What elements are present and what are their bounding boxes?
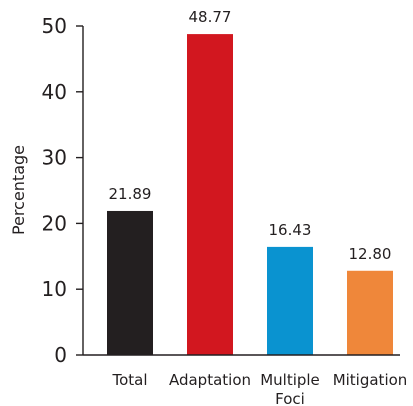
bars	[107, 34, 393, 356]
category-label: Multiple	[260, 371, 320, 389]
data-label: 48.77	[189, 8, 232, 26]
y-tick-label: 30	[42, 146, 67, 170]
data-label: 12.80	[349, 245, 392, 263]
data-labels: 21.89 48.77 16.43 12.80	[109, 8, 392, 263]
bar	[267, 246, 313, 355]
y-tick-label: 10	[42, 277, 67, 301]
y-axis-title: Percentage	[9, 145, 28, 235]
category-label: Mitigation	[333, 371, 408, 389]
y-tick-label: 50	[42, 14, 67, 38]
category-label: Foci	[275, 390, 305, 406]
y-axis-ticks: 0 10 20 30 40 50	[42, 14, 83, 367]
category-label: Total	[111, 371, 147, 389]
data-label: 21.89	[109, 185, 152, 203]
y-tick-label: 40	[42, 80, 67, 104]
bar	[187, 34, 233, 356]
category-label: Adaptation	[169, 371, 251, 389]
bar	[107, 210, 153, 355]
data-label: 16.43	[269, 221, 312, 239]
y-tick-label: 20	[42, 211, 67, 235]
bar	[347, 270, 393, 355]
y-tick-label: 0	[54, 343, 67, 367]
